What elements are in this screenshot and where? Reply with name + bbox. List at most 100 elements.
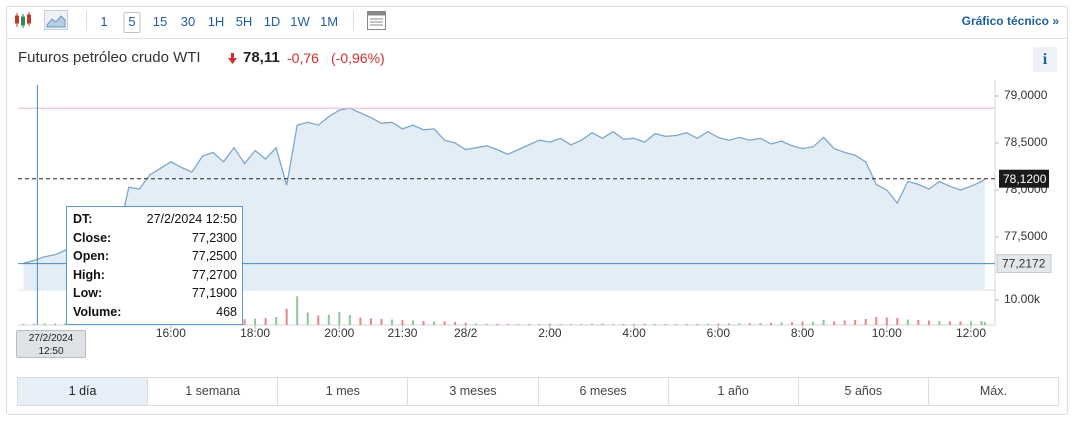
volume-bar (569, 324, 572, 325)
tooltip-value: 77,2300 (191, 230, 237, 245)
range-tab[interactable]: 6 meses (537, 378, 668, 405)
volume-bar (538, 324, 541, 325)
volume-bar (317, 315, 320, 325)
tooltip-row: Low: 77,1900 (73, 286, 237, 304)
volume-bar (727, 323, 730, 325)
volume-bar (654, 324, 657, 325)
volume-bar (685, 323, 688, 325)
volume-bar (296, 296, 299, 325)
tooltip-key: High: (73, 267, 105, 282)
x-tick-label: 18:00 (240, 326, 270, 340)
range-tabs: 1 día 1 semana 1 mes 3 meses 6 meses 1 año 5 a… (17, 377, 1059, 406)
interval-button[interactable]: 15 (152, 14, 168, 29)
range-tab[interactable]: 5 años (797, 378, 928, 405)
interval-button[interactable]: 5H (235, 14, 253, 29)
volume-tick-label: 10.00k (1004, 292, 1041, 306)
tooltip-row: Volume: 468 (73, 305, 237, 323)
volume-bar (64, 323, 67, 325)
range-tab[interactable]: 1 día (18, 378, 148, 405)
range-tab[interactable]: 3 meses (407, 378, 537, 405)
volume-bar (580, 323, 583, 325)
volume-bar (527, 323, 530, 325)
tooltip-row: Close: 77,2300 (73, 231, 237, 249)
volume-bar (738, 323, 741, 325)
table-icon[interactable] (367, 11, 386, 30)
candle-icon[interactable] (14, 10, 36, 30)
tooltip-key: Low: (73, 286, 103, 300)
volume-bar (983, 322, 986, 325)
range-tab[interactable]: 1 semana (147, 378, 277, 405)
x-tick-label: 20:00 (324, 326, 354, 340)
x-tick-label: 28/2 (454, 326, 478, 340)
volume-bar (369, 318, 372, 325)
price-line (23, 107, 986, 264)
area-icon[interactable] (44, 10, 68, 30)
volume-bar (485, 323, 488, 325)
volume-bar (906, 319, 909, 325)
volume-bar (927, 320, 930, 325)
volume-bar (938, 321, 941, 325)
info-button[interactable]: i (1033, 47, 1057, 72)
range-tab[interactable]: Máx. (927, 378, 1058, 405)
volume-bar (390, 319, 393, 325)
volume-bar (254, 318, 257, 325)
quote-price: 78,11 (243, 49, 280, 66)
volume-bar (327, 314, 330, 325)
volume-bar (812, 321, 815, 325)
separator (353, 11, 354, 31)
technical-chart-link[interactable]: Gráfico técnico » (961, 14, 1059, 28)
interval-button[interactable]: 1M (319, 14, 339, 29)
quote-change: -0,76 (287, 50, 319, 66)
chart-title: Futuros petróleo crudo WTI (18, 49, 201, 66)
volume-bar (717, 323, 720, 325)
range-tab[interactable]: 1 mes (277, 378, 407, 405)
x-tick-label: 4:00 (622, 326, 646, 340)
down-arrow (228, 53, 237, 64)
volume-bar (422, 321, 425, 325)
volume-bar (948, 321, 951, 325)
interval-button[interactable]: 1H (207, 14, 225, 29)
volume-bar (380, 319, 383, 325)
interval-button[interactable]: 1W (290, 14, 310, 29)
volume-bar (601, 323, 604, 325)
x-tick-label: 16:00 (156, 326, 186, 340)
volume-bar (885, 317, 888, 325)
volume-bar (454, 322, 457, 325)
tooltip-value: 77,1900 (191, 286, 237, 300)
crosshair-x-label: 27/2/2024 12:50 (16, 330, 86, 358)
volume-bar (780, 322, 783, 325)
interval-button[interactable]: 1 (100, 14, 108, 29)
volume-bar (633, 323, 636, 325)
volume-bar (54, 323, 57, 325)
x-tick-label: 10:00 (872, 326, 902, 340)
volume-bar (664, 324, 667, 325)
volume-bar (517, 324, 520, 325)
x-tick-label: 8:00 (791, 326, 815, 340)
volume-bar (243, 319, 246, 325)
tooltip-key: Open: (73, 249, 110, 263)
volume-bar (359, 317, 362, 325)
volume-bar (22, 323, 25, 325)
volume-bar (306, 312, 309, 325)
separator (86, 11, 87, 31)
volume-bar (443, 321, 446, 325)
tooltip-row: DT: 27/2/2024 12:50 (73, 212, 237, 230)
volume-bar (33, 323, 36, 325)
interval-button[interactable]: 1D (263, 14, 281, 29)
last-price-box (999, 169, 1049, 188)
volume-bar (285, 308, 288, 325)
x-tick-label: 6:00 (707, 326, 731, 340)
volume-bar (769, 322, 772, 325)
interval-button[interactable]: 30 (180, 14, 196, 29)
range-tab[interactable]: 1 año (667, 378, 798, 405)
volume-bar (959, 321, 962, 325)
volume-bar (854, 320, 857, 325)
volume-bar (401, 320, 404, 325)
interval-button[interactable]: 5 (123, 12, 141, 33)
x-tick-label: 21:30 (387, 326, 417, 340)
volume-bar (748, 323, 751, 325)
volume-bar (348, 315, 351, 325)
volume-bar (875, 317, 878, 325)
